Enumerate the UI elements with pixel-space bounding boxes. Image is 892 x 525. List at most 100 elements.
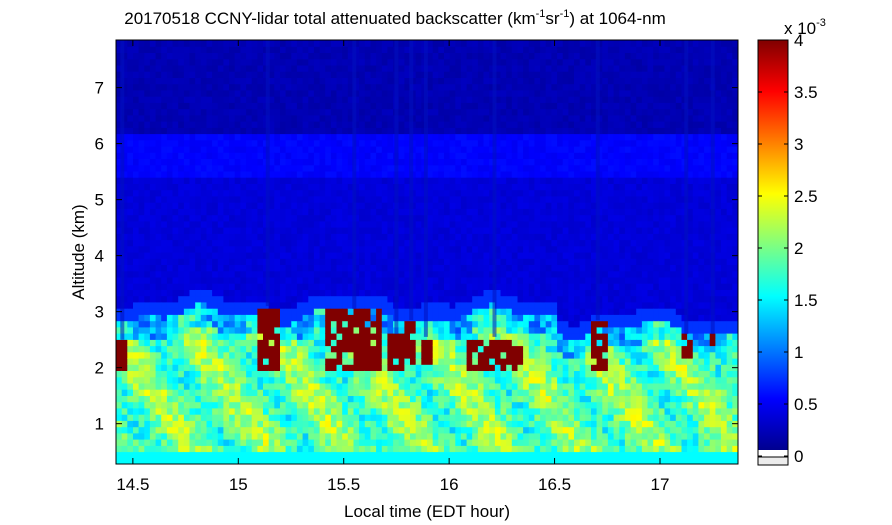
heatmap-cell bbox=[127, 439, 134, 446]
heatmap-cell bbox=[370, 195, 377, 203]
heatmap-cell bbox=[381, 189, 389, 197]
heatmap-cell bbox=[155, 320, 162, 328]
heatmap-cell bbox=[217, 320, 225, 328]
heatmap-cell bbox=[336, 258, 343, 265]
heatmap-cell bbox=[347, 451, 355, 459]
heatmap-cell bbox=[308, 345, 315, 353]
heatmap-cell bbox=[404, 102, 411, 110]
heatmap-cell bbox=[376, 439, 383, 446]
heatmap-cell bbox=[466, 158, 473, 166]
heatmap-cell bbox=[138, 382, 145, 390]
heatmap-cell bbox=[472, 152, 479, 159]
heatmap-cell bbox=[376, 457, 383, 464]
heatmap-cell bbox=[116, 183, 123, 191]
heatmap-cell bbox=[511, 121, 519, 128]
heatmap-cell bbox=[342, 382, 349, 390]
heatmap-cell bbox=[370, 177, 377, 184]
heatmap-cell bbox=[342, 370, 349, 378]
heatmap-cell bbox=[200, 395, 208, 403]
heatmap-cell bbox=[189, 114, 196, 122]
heatmap-cell bbox=[398, 83, 405, 91]
heatmap-cell bbox=[183, 358, 191, 365]
heatmap-cell bbox=[234, 102, 241, 110]
heatmap-cell bbox=[523, 445, 530, 453]
heatmap-cell bbox=[195, 264, 202, 272]
heatmap-cell bbox=[127, 407, 134, 415]
heatmap-cell bbox=[144, 301, 151, 309]
heatmap-cell bbox=[229, 83, 236, 91]
heatmap-cell bbox=[404, 351, 411, 359]
heatmap-cell bbox=[427, 252, 434, 259]
heatmap-cell bbox=[489, 40, 496, 47]
heatmap-cell bbox=[183, 339, 191, 347]
heatmap-cell bbox=[427, 152, 434, 159]
heatmap-cell bbox=[127, 102, 134, 110]
heatmap-cell bbox=[381, 152, 389, 159]
heatmap-cell bbox=[517, 220, 524, 228]
heatmap-cell bbox=[166, 457, 174, 464]
heatmap-cell bbox=[223, 189, 230, 197]
heatmap-cell bbox=[342, 152, 349, 159]
heatmap-cell bbox=[404, 420, 411, 428]
heatmap-cell bbox=[342, 202, 349, 209]
heatmap-cell bbox=[268, 308, 275, 315]
heatmap-cell bbox=[342, 83, 349, 91]
heatmap-cell bbox=[387, 439, 394, 446]
heatmap-cell bbox=[347, 77, 355, 85]
heatmap-cell bbox=[133, 96, 140, 103]
heatmap-cell bbox=[268, 52, 275, 60]
heatmap-cell bbox=[398, 326, 405, 334]
heatmap-cell bbox=[466, 439, 473, 446]
heatmap-cell bbox=[477, 295, 485, 303]
heatmap-cell bbox=[398, 102, 405, 110]
heatmap-cell bbox=[274, 58, 281, 66]
heatmap-cell bbox=[483, 295, 490, 303]
heatmap-cell bbox=[506, 245, 513, 253]
heatmap-cell bbox=[234, 345, 241, 353]
heatmap-cell bbox=[229, 270, 236, 278]
heatmap-cell bbox=[116, 370, 123, 378]
heatmap-cell bbox=[342, 407, 349, 415]
heatmap-cell bbox=[116, 320, 123, 328]
heatmap-cell bbox=[285, 320, 292, 328]
heatmap-cell bbox=[506, 414, 513, 421]
heatmap-cell bbox=[483, 264, 490, 272]
heatmap-cell bbox=[161, 208, 168, 216]
heatmap-cell bbox=[274, 345, 281, 353]
heatmap-cell bbox=[319, 121, 326, 128]
heatmap-cell bbox=[398, 195, 405, 203]
heatmap-cell bbox=[319, 420, 326, 428]
heatmap-cell bbox=[183, 432, 191, 440]
heatmap-cell bbox=[364, 164, 372, 172]
heatmap-cell bbox=[313, 89, 321, 97]
heatmap-cell bbox=[189, 202, 196, 209]
heatmap-cell bbox=[127, 121, 134, 128]
heatmap-cell bbox=[246, 252, 253, 259]
heatmap-cell bbox=[234, 146, 241, 153]
heatmap-cell bbox=[353, 58, 360, 66]
heatmap-cell bbox=[404, 401, 411, 409]
heatmap-cell bbox=[319, 114, 326, 122]
heatmap-cell bbox=[285, 351, 292, 359]
heatmap-cell bbox=[246, 457, 253, 464]
heatmap-cell bbox=[330, 133, 338, 141]
heatmap-cell bbox=[291, 233, 298, 241]
heatmap-cell bbox=[149, 320, 157, 328]
heatmap-cell bbox=[183, 64, 191, 72]
heatmap-cell bbox=[393, 445, 400, 453]
heatmap-cell bbox=[138, 276, 145, 284]
heatmap-cell bbox=[506, 208, 513, 216]
heatmap-cell bbox=[138, 376, 145, 384]
heatmap-cell bbox=[336, 283, 343, 290]
heatmap-cell bbox=[359, 164, 366, 172]
heatmap-cell bbox=[133, 71, 140, 78]
heatmap-cell bbox=[353, 451, 360, 459]
heatmap-cell bbox=[472, 245, 479, 253]
heatmap-cell bbox=[296, 127, 304, 135]
heatmap-cell bbox=[404, 451, 411, 459]
heatmap-cell bbox=[302, 233, 309, 241]
heatmap-cell bbox=[506, 432, 513, 440]
heatmap-cell bbox=[149, 326, 157, 334]
heatmap-cell bbox=[116, 345, 123, 353]
heatmap-cell bbox=[223, 139, 230, 147]
